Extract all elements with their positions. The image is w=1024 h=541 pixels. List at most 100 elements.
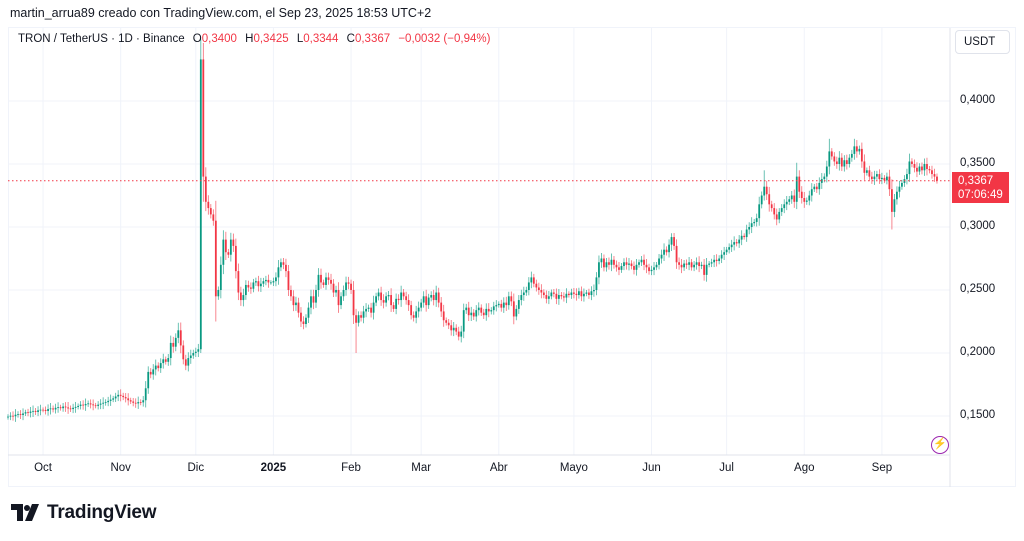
candle-body (608, 262, 610, 265)
candle-body (159, 363, 162, 369)
candle (886, 172, 888, 185)
candle (207, 195, 210, 215)
candle-body (675, 245, 678, 263)
candle-body (928, 169, 931, 171)
candle-body (360, 315, 362, 318)
candle (295, 296, 297, 311)
candle-body (780, 208, 783, 212)
candle-body (282, 262, 285, 265)
candle (520, 289, 523, 306)
candle (455, 324, 458, 336)
candle (337, 282, 340, 313)
candle (901, 179, 903, 190)
candle-body (142, 400, 145, 403)
candle (407, 294, 410, 311)
candle (87, 400, 90, 407)
candle-body (517, 300, 520, 309)
candle-body (770, 204, 773, 209)
candle-body (735, 242, 738, 244)
lightning-icon[interactable]: ⚡ (931, 436, 949, 454)
candle-body (290, 290, 292, 297)
tradingview-logo: TradingView (11, 502, 157, 524)
close-label: C (346, 33, 355, 45)
candle-body (47, 409, 49, 411)
candle (452, 322, 455, 337)
candle-body (194, 351, 197, 353)
candle (911, 158, 913, 168)
candle-body (758, 204, 761, 219)
currency-button[interactable]: USDT (955, 30, 1010, 54)
candle (830, 148, 833, 160)
candle-body (189, 355, 192, 359)
time-tick-label: Sep (871, 462, 893, 474)
candle-body (487, 308, 490, 312)
candle-body (310, 296, 312, 308)
candle (710, 258, 713, 268)
candle-body (432, 295, 435, 301)
candle-body (132, 401, 135, 403)
candle-body (472, 312, 475, 317)
candle (868, 165, 871, 182)
candle (663, 243, 665, 262)
candle (532, 273, 535, 288)
candle (896, 186, 898, 205)
candle (134, 398, 137, 408)
candle (422, 291, 425, 308)
candle (891, 179, 893, 230)
candle-body (400, 292, 403, 301)
candle-body (888, 176, 891, 190)
candle-body (325, 277, 327, 285)
candle (492, 301, 495, 315)
candle-body (107, 400, 110, 403)
candle-body (830, 151, 833, 157)
candle (360, 311, 362, 322)
candle (575, 288, 578, 301)
candle (249, 282, 252, 294)
candle-body (332, 283, 335, 293)
candle-body (480, 307, 483, 313)
candle-body (565, 293, 568, 298)
candle (285, 258, 287, 278)
candle-body (422, 296, 425, 303)
candle (197, 343, 200, 358)
candle (310, 289, 312, 315)
candle-body (307, 307, 310, 318)
candle-body (878, 174, 881, 180)
candle (27, 408, 29, 417)
candle-body (730, 244, 733, 248)
candle (708, 261, 711, 268)
candle-body (803, 198, 806, 202)
candle-body (805, 200, 808, 202)
candle (638, 259, 640, 268)
candle (650, 265, 653, 276)
candle-body (623, 262, 625, 267)
candle (598, 255, 600, 285)
candle (37, 406, 39, 417)
candle-body (595, 277, 598, 290)
candle (174, 333, 177, 352)
candle (342, 285, 345, 301)
candle (527, 277, 530, 296)
candle (618, 262, 620, 276)
candle-body (880, 177, 883, 180)
candle-body (610, 259, 613, 265)
candle (375, 292, 377, 307)
candle (405, 291, 408, 305)
candle (502, 297, 505, 313)
symbol-title[interactable]: TRON / TetherUS · 1D · Binance (18, 33, 185, 45)
candle (19, 410, 22, 419)
candle-body (227, 252, 230, 255)
candle-body (845, 160, 848, 164)
candle (189, 349, 192, 364)
candle-body (570, 292, 573, 296)
candle-body (177, 330, 180, 338)
candle (214, 200, 217, 322)
candle (192, 349, 195, 359)
candle-body (312, 296, 315, 303)
candle (400, 285, 403, 307)
price-tick-label: 0,1500 (960, 409, 996, 421)
candle (635, 259, 638, 276)
candle (67, 401, 69, 414)
candle-body (891, 189, 893, 212)
